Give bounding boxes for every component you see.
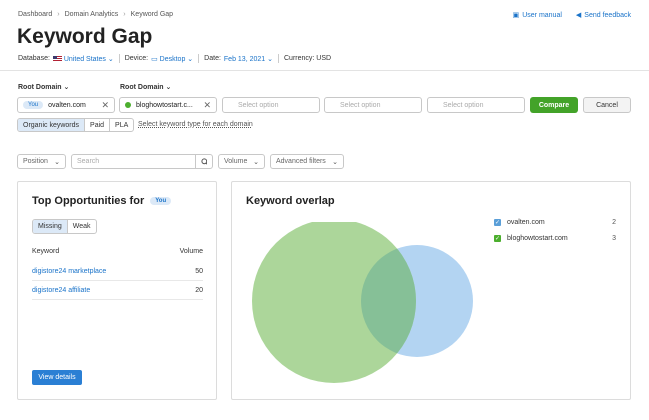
chevron-down-icon: ⌄ <box>63 84 70 91</box>
chevron-down-icon: ⌄ <box>187 55 194 63</box>
top-opportunities-panel <box>17 181 217 400</box>
you-badge: You <box>150 197 172 205</box>
legend-item-bloghowtostart[interactable]: ✓ bloghowtostart.com 3 <box>494 235 616 242</box>
domain-value-2: bloghowtostart.c... <box>136 101 193 109</box>
view-details-button[interactable]: View details <box>32 370 82 385</box>
chevron-down-icon: ⌄ <box>332 158 338 166</box>
database-selector[interactable]: United States ⌄ <box>52 55 114 63</box>
book-icon: ▣ <box>512 12 520 19</box>
breadcrumb-separator-icon: › <box>57 11 60 18</box>
select-option-placeholder: Select option <box>340 101 381 109</box>
us-flag-icon <box>52 55 62 62</box>
device-label: Device: <box>124 55 149 62</box>
checkbox-icon[interactable]: ✓ <box>494 219 501 226</box>
domain-input-4[interactable]: Select option <box>324 97 422 113</box>
bloghowtostart-circle <box>252 222 416 383</box>
monitor-icon: ▭ <box>151 55 158 63</box>
checkbox-icon[interactable]: ✓ <box>494 235 501 242</box>
domain-input-5[interactable]: Select option <box>427 97 525 113</box>
keyword-type-toggle: Organic keywords Paid PLA <box>17 118 135 132</box>
chevron-down-icon: ⌄ <box>54 158 60 166</box>
tab-weak[interactable]: Weak <box>72 223 91 230</box>
breadcrumb-current: Keyword Gap <box>130 11 174 18</box>
database-label: Database: <box>18 55 50 62</box>
breadcrumb: Dashboard › Domain Analytics › Keyword G… <box>18 11 173 18</box>
top-links: ▣ User manual ◀ Send feedback <box>513 11 631 19</box>
domain-value-1: ovalten.com <box>48 101 86 109</box>
user-manual-link[interactable]: ▣ User manual <box>512 12 562 19</box>
position-filter[interactable]: Position ⌄ <box>17 154 66 169</box>
chevron-down-icon: ⌄ <box>267 55 273 63</box>
search-button[interactable] <box>195 154 213 169</box>
clear-icon[interactable]: ✕ <box>101 99 109 110</box>
currency-label: Currency: USD <box>284 55 332 62</box>
missing-weak-toggle: Missing Weak <box>32 219 97 234</box>
tab-missing[interactable]: Missing <box>33 220 68 233</box>
divider <box>0 70 649 71</box>
legend-item-ovalten[interactable]: ✓ ovalten.com 2 <box>494 219 616 226</box>
green-dot-icon <box>125 102 131 108</box>
page-title: Keyword Gap <box>17 25 153 48</box>
volume-column-header: Volume <box>179 248 203 255</box>
date-selector[interactable]: Feb 13, 2021 ⌄ <box>223 55 273 63</box>
compare-button[interactable]: Compare <box>530 97 578 113</box>
venn-diagram <box>252 222 473 383</box>
top-opportunities-title: Top Opportunities for You <box>32 195 176 207</box>
device-selector[interactable]: ▭ Desktop ⌄ <box>151 55 194 63</box>
you-badge: You <box>23 101 44 109</box>
keyword-overlap-title: Keyword overlap <box>246 195 335 207</box>
advanced-filters[interactable]: Advanced filters ⌄ <box>270 154 344 169</box>
organic-keywords-option[interactable]: Organic keywords <box>18 119 86 131</box>
breadcrumb-separator-icon: › <box>123 11 126 18</box>
paid-option[interactable]: Paid <box>85 119 111 131</box>
root-domain-selector-1[interactable]: Root Domain ⌄ <box>18 84 70 91</box>
pla-option[interactable]: PLA <box>115 121 129 129</box>
breadcrumb-dashboard[interactable]: Dashboard <box>18 11 53 18</box>
clear-icon[interactable]: ✕ <box>203 99 211 110</box>
table-row: digistore24 marketplace 50 <box>32 262 203 281</box>
select-option-placeholder: Select option <box>443 101 484 109</box>
keyword-link[interactable]: digistore24 marketplace <box>32 267 107 275</box>
volume-value: 20 <box>195 286 203 294</box>
search-input[interactable]: Search <box>71 154 196 169</box>
domain-input-1[interactable]: You ovalten.com ✕ <box>17 97 115 113</box>
volume-value: 50 <box>195 267 203 275</box>
search-icon <box>201 157 207 165</box>
send-feedback-link[interactable]: ◀ Send feedback <box>575 12 631 19</box>
domain-input-2[interactable]: bloghowtostart.c... ✕ <box>119 97 217 113</box>
select-option-placeholder: Select option <box>238 101 279 109</box>
volume-filter[interactable]: Volume ⌄ <box>218 154 265 169</box>
table-row: digistore24 affiliate 20 <box>32 281 203 300</box>
breadcrumb-domain-analytics[interactable]: Domain Analytics <box>64 11 119 18</box>
keyword-link[interactable]: digistore24 affiliate <box>32 286 91 294</box>
keyword-type-hint-link[interactable]: Select keyword type for each domain <box>138 121 253 128</box>
chevron-down-icon: ⌄ <box>165 84 172 91</box>
report-meta: Database: United States ⌄ Device: ▭ Desk… <box>18 54 331 63</box>
chevron-down-icon: ⌄ <box>253 158 259 166</box>
domain-input-3[interactable]: Select option <box>222 97 320 113</box>
root-domain-selector-2[interactable]: Root Domain ⌄ <box>120 84 172 91</box>
megaphone-icon: ◀ <box>575 12 582 19</box>
chevron-down-icon: ⌄ <box>107 55 114 63</box>
table-header: Keyword Volume <box>32 248 203 255</box>
keyword-column-header: Keyword <box>32 248 60 255</box>
cancel-button[interactable]: Cancel <box>583 97 631 113</box>
date-label: Date: <box>204 55 221 62</box>
